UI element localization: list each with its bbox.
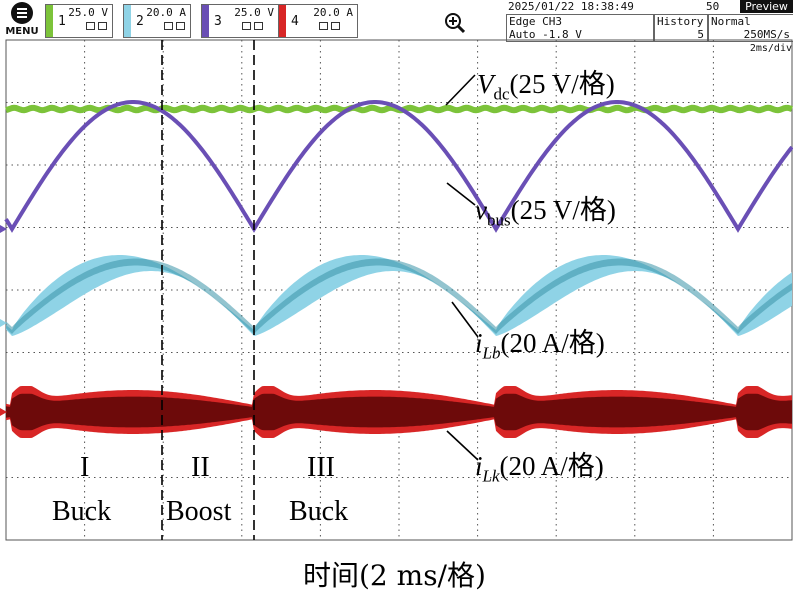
trigger-mode: Edge CH3 (509, 15, 562, 28)
leader-line-1 (445, 74, 476, 106)
channel-1-number: 1 (58, 14, 66, 29)
region-2-mode: Boost (166, 496, 232, 527)
ilb-annotation: iLb(20 A/格) (475, 328, 605, 363)
coupling-icon (319, 22, 343, 31)
annotation-leaders (445, 74, 479, 461)
channel-4-color (279, 5, 286, 37)
channel-4-number: 4 (291, 14, 299, 29)
leader-line-3 (451, 301, 479, 338)
zoom-plus-icon[interactable] (443, 12, 465, 34)
menu-label: MENU (5, 26, 39, 37)
region-dividers (161, 40, 255, 540)
sample-rate: 250MS/s (743, 28, 790, 41)
preview-badge: Preview (740, 0, 793, 13)
channel-1-box[interactable]: 1 25.0 V (45, 4, 113, 38)
ilk-annotation: iLk(20 A/格) (475, 451, 604, 486)
scope-status-bar: MENU 1 25.0 V 2 20.0 A 3 25.0 V 4 20.0 A… (0, 0, 793, 42)
menu-button[interactable]: MENU (2, 2, 42, 38)
history-value: 5 (697, 28, 704, 41)
region-3-numeral: III (307, 452, 335, 483)
waveforms (4, 100, 793, 438)
region-1-numeral: I (80, 452, 90, 483)
ilk-waveform-core (6, 393, 792, 431)
channel-2-box[interactable]: 2 20.0 A (123, 4, 191, 38)
channel-3-number: 3 (214, 14, 222, 29)
timebase-readout: 2ms/div (749, 43, 792, 54)
coupling-icon (242, 22, 266, 31)
channel-3-box[interactable]: 3 25.0 V (201, 4, 279, 38)
acq-box[interactable]: Normal 250MS/s (708, 14, 793, 42)
vbus-annotation: vbus(25 V/格) (475, 195, 616, 230)
datetime: 2025/01/22 18:38:49 (508, 0, 634, 13)
channel-2-scale: 20.0 A (146, 6, 186, 19)
ground-marker-2 (0, 319, 7, 327)
channel-3-scale: 25.0 V (234, 6, 274, 19)
ground-marker-3 (0, 408, 7, 416)
acquisition-count: 50 (706, 0, 720, 13)
ground-marker-1 (0, 225, 7, 233)
channel-4-scale: 20.0 A (313, 6, 353, 19)
channel-1-scale: 25.0 V (68, 6, 108, 19)
vdc-annotation: Vdc(25 V/格) (477, 69, 615, 104)
coupling-icon (164, 22, 188, 31)
history-label: History (657, 15, 704, 28)
history-box[interactable]: History 5 (654, 14, 708, 42)
channel-1-color (46, 5, 53, 37)
graticule (5, 39, 793, 541)
channel-markers (0, 225, 7, 416)
channel-2-color (124, 5, 131, 37)
ilb-waveform (6, 255, 792, 336)
channel-4-box[interactable]: 4 20.0 A (278, 4, 358, 38)
region-1-mode: Buck (52, 496, 112, 527)
leader-line-4 (446, 430, 479, 461)
leader-line-2 (446, 182, 476, 206)
trigger-box[interactable]: Edge CH3 Auto -1.8 V (506, 14, 654, 42)
channel-3-color (202, 5, 209, 37)
vbus-waveform (4, 100, 793, 233)
channel-2-number: 2 (136, 14, 144, 29)
acq-mode: Normal (711, 15, 751, 28)
coupling-icon (86, 22, 110, 31)
trigger-level: Auto -1.8 V (509, 28, 582, 41)
hamburger-icon (11, 2, 33, 24)
region-3-mode: Buck (289, 496, 349, 527)
x-axis-label: 时间(2 ms/格) (303, 559, 486, 592)
region-2-numeral: II (191, 452, 210, 483)
